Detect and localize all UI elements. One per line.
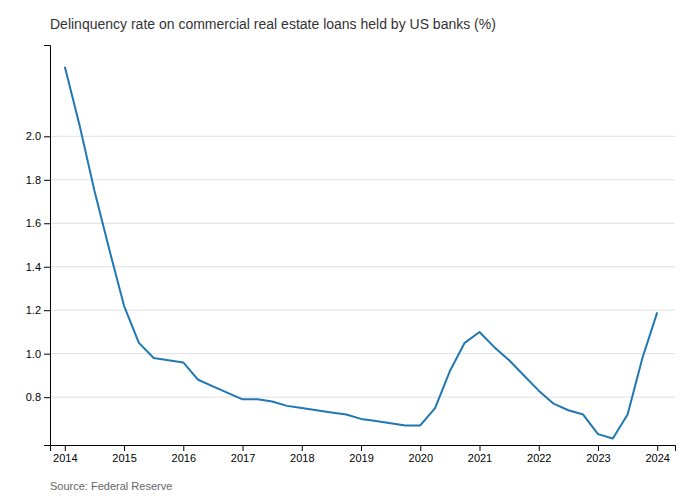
grid-line bbox=[50, 223, 675, 224]
x-tick: 2016 bbox=[172, 445, 196, 464]
y-tick-label: 1.2 bbox=[26, 304, 41, 316]
x-tick-mark bbox=[361, 445, 362, 451]
y-tick: 1.6 bbox=[26, 217, 50, 229]
x-tick-mark bbox=[657, 445, 658, 451]
grid-line bbox=[50, 353, 675, 354]
x-tick: 2015 bbox=[112, 445, 136, 464]
x-tick-label: 2020 bbox=[409, 452, 433, 464]
y-tick-mark bbox=[44, 397, 50, 398]
x-tick-label: 2018 bbox=[290, 452, 314, 464]
x-tick: 2019 bbox=[349, 445, 373, 464]
x-tick-mark bbox=[598, 445, 599, 451]
y-tick: 1.2 bbox=[26, 304, 50, 316]
x-tick-label: 2019 bbox=[349, 452, 373, 464]
y-tick: 2.0 bbox=[26, 130, 50, 142]
x-tick-mark bbox=[243, 445, 244, 451]
x-tick-mark bbox=[420, 445, 421, 451]
y-axis: 0.8 1.0 1.2 1.4 1.6 1.8 2.0 bbox=[26, 46, 51, 446]
x-tick-mark bbox=[302, 445, 303, 451]
y-tick-label: 2.0 bbox=[26, 130, 41, 142]
title: Delinquency rate on commercial real esta… bbox=[50, 16, 496, 32]
x-tick: 2023 bbox=[586, 445, 610, 464]
x-tick-label: 2024 bbox=[645, 452, 669, 464]
x-tick: 2020 bbox=[409, 445, 433, 464]
y-tick: 1.0 bbox=[26, 348, 50, 360]
grid-line bbox=[50, 179, 675, 180]
line bbox=[65, 67, 657, 439]
x-tick-label: 2022 bbox=[527, 452, 551, 464]
x-tick-label: 2016 bbox=[172, 452, 196, 464]
y-tick-mark bbox=[44, 310, 50, 311]
x-tick-label: 2014 bbox=[53, 452, 77, 464]
y-tick-mark bbox=[44, 354, 50, 355]
grid-line bbox=[50, 310, 675, 311]
y-tick-label: 1.6 bbox=[26, 217, 41, 229]
annotation: Source: Federal Reserve bbox=[50, 480, 172, 492]
y-tick: 1.8 bbox=[26, 174, 50, 186]
x-tick-label: 2015 bbox=[112, 452, 136, 464]
y-tick-label: 1.4 bbox=[26, 261, 41, 273]
y-tick-label: 1.8 bbox=[26, 174, 41, 186]
x-tick: 2017 bbox=[231, 445, 255, 464]
x-tick: 2021 bbox=[468, 445, 492, 464]
y-tick-mark bbox=[44, 136, 50, 137]
x-tick: 2018 bbox=[290, 445, 314, 464]
grid-line bbox=[50, 397, 675, 398]
x-tick: 2022 bbox=[527, 445, 551, 464]
x-tick: 2014 bbox=[53, 445, 77, 464]
y-tick: 1.4 bbox=[26, 261, 50, 273]
x-tick-label: 2021 bbox=[468, 452, 492, 464]
grid-line bbox=[50, 136, 675, 137]
x-tick: 2024 bbox=[645, 445, 669, 464]
y-tick: 0.8 bbox=[26, 391, 50, 403]
y-axis-line bbox=[44, 46, 51, 446]
grid-line bbox=[50, 266, 675, 267]
plot-area bbox=[65, 67, 657, 439]
chart: 2014 2015 2016 2017 2018 2019 2020 2021 2022 2023… bbox=[0, 0, 700, 500]
x-tick-label: 2023 bbox=[586, 452, 610, 464]
x-tick-mark bbox=[124, 445, 125, 451]
y-tick-label: 0.8 bbox=[26, 391, 41, 403]
x-axis-line bbox=[51, 446, 676, 452]
y-tick-mark bbox=[44, 223, 50, 224]
x-axis: 2014 2015 2016 2017 2018 2019 2020 2021 2022 2023… bbox=[51, 445, 676, 464]
x-tick-mark bbox=[65, 445, 66, 451]
y-tick-label: 1.0 bbox=[26, 348, 41, 360]
x-tick-mark bbox=[539, 445, 540, 451]
grid bbox=[50, 136, 675, 397]
x-tick-mark bbox=[480, 445, 481, 451]
y-tick-mark bbox=[44, 267, 50, 268]
x-tick-mark bbox=[183, 445, 184, 451]
x-tick-label: 2017 bbox=[231, 452, 255, 464]
y-tick-mark bbox=[44, 180, 50, 181]
